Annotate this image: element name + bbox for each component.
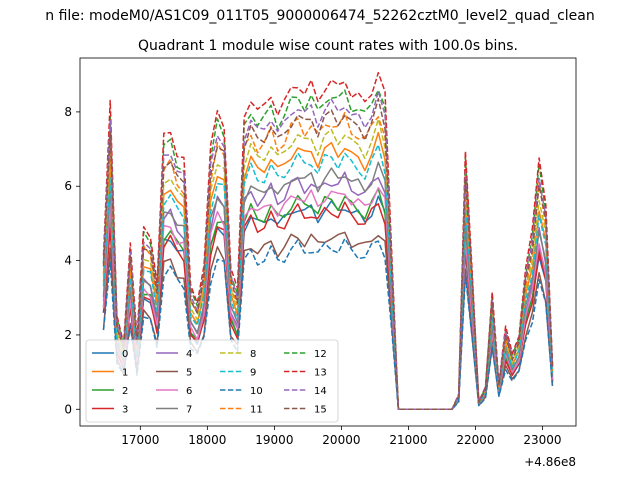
legend-label-4: 4 [186, 349, 192, 360]
legend-label-9: 9 [250, 368, 256, 379]
figure-suptitle: n file: modeM0/AS1C09_011T05_9000006474_… [45, 8, 594, 24]
legend-label-12: 12 [314, 349, 327, 360]
legend-label-7: 7 [186, 405, 192, 416]
legend-label-15: 15 [314, 405, 327, 416]
legend-label-14: 14 [314, 386, 327, 397]
legend-label-8: 8 [250, 349, 256, 360]
legend-label-6: 6 [186, 386, 192, 397]
plot-area [79, 57, 577, 427]
y-tick-label: 8 [64, 105, 72, 119]
y-tick-label: 0 [64, 402, 72, 416]
legend-label-2: 2 [122, 386, 128, 397]
y-axis: 0 2 4 6 8 [64, 105, 80, 416]
x-tick-label: 21000 [389, 433, 427, 447]
legend-label-11: 11 [250, 405, 263, 416]
x-tick-label: 23000 [523, 433, 561, 447]
x-tick-label: 18000 [188, 433, 226, 447]
legend-label-5: 5 [186, 368, 192, 379]
chart-title: Quadrant 1 module wise count rates with … [138, 38, 518, 54]
legend-label-13: 13 [314, 368, 327, 379]
x-tick-label: 17000 [121, 433, 159, 447]
legend-label-10: 10 [250, 386, 263, 397]
legend-label-3: 3 [122, 405, 128, 416]
axes-frame [79, 57, 577, 427]
y-tick-label: 6 [64, 179, 72, 193]
y-tick-label: 4 [64, 254, 72, 268]
series-lines [102, 71, 554, 411]
legend-label-0: 0 [122, 349, 128, 360]
x-tick-label: 19000 [255, 433, 293, 447]
x-offset-label: +4.86e8 [524, 455, 576, 469]
y-tick-label: 2 [64, 328, 72, 342]
x-tick-label: 20000 [322, 433, 360, 447]
series-line-13 [102, 71, 554, 411]
x-tick-label: 22000 [456, 433, 494, 447]
series-line-10 [102, 237, 554, 411]
legend-box [85, 339, 339, 423]
series-line-15 [102, 98, 554, 411]
legend-label-1: 1 [122, 368, 128, 379]
x-axis: 17000 18000 19000 20000 21000 22000 23000 [121, 426, 562, 447]
